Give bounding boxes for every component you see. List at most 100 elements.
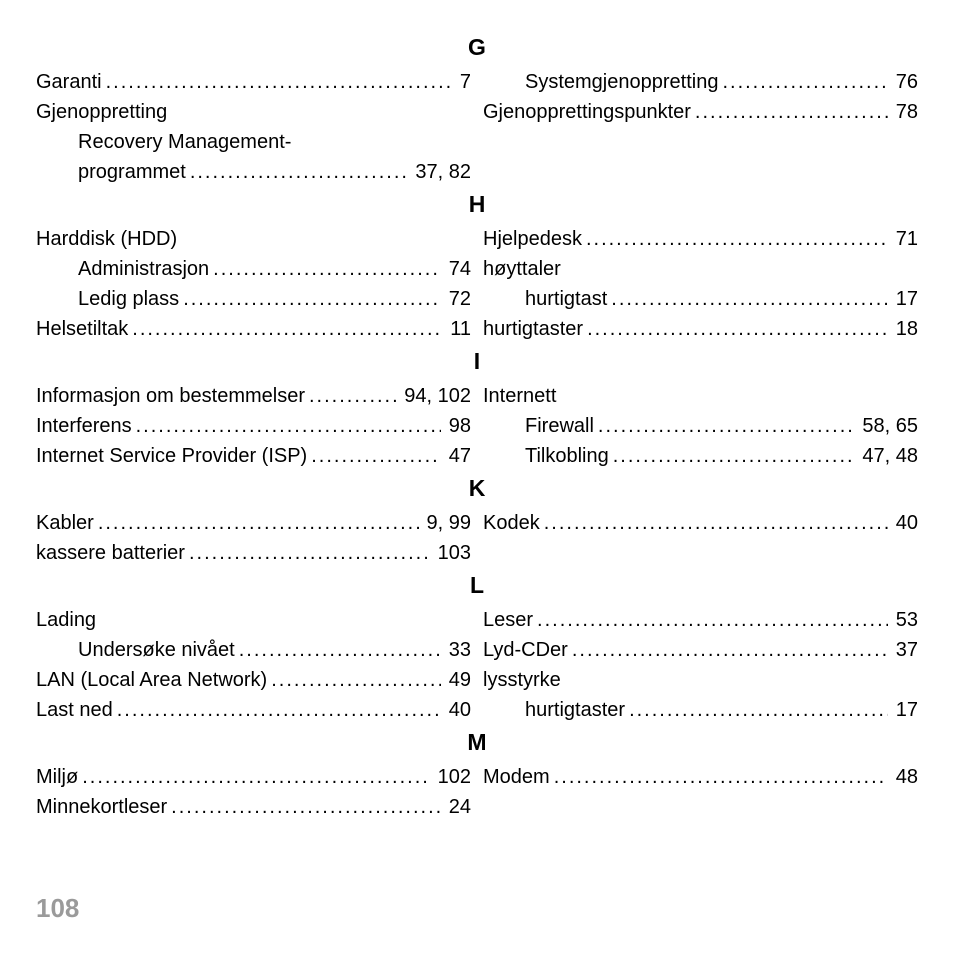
index-entry: Leser53 [483,605,918,635]
index-term: kassere batterier [36,538,185,568]
index-entry: Modem48 [483,762,918,792]
index-pages: 24 [445,792,471,822]
index-term: Administrasjon [78,254,209,284]
left-column: LadingUndersøke nivået33LAN (Local Area … [36,605,471,725]
index-entry: Firewall58, 65 [483,411,918,441]
index-term: høyttaler [483,254,561,284]
leader-dots [572,635,888,665]
leader-dots [213,254,441,284]
index-term: Hjelpedesk [483,224,582,254]
index-term: Tilkobling [525,441,609,471]
right-column: InternettFirewall58, 65Tilkobling47, 48 [483,381,918,471]
index-entry: Lading [36,605,471,635]
leader-dots [587,314,888,344]
index-pages: 11 [446,314,471,344]
index-term: Modem [483,762,550,792]
index-term: Leser [483,605,533,635]
index-entry: Harddisk (HDD) [36,224,471,254]
index-term: LAN (Local Area Network) [36,665,267,695]
leader-dots [722,67,887,97]
index-entry: kassere batterier 103 [36,538,471,568]
index-entry: Gjenopprettingspunkter78 [483,97,918,127]
index-entry: Internett [483,381,918,411]
leader-dots [611,284,887,314]
index-pages: 103 [434,538,471,568]
leader-dots [171,792,441,822]
section-columns: Miljø102Minnekortleser 24 Modem48 [36,762,918,822]
leader-dots [629,695,888,725]
section-columns: Harddisk (HDD)Administrasjon 74 Ledig plas… [36,224,918,344]
leader-dots [239,635,441,665]
leader-dots [598,411,854,441]
index-term: Ledig plass [78,284,179,314]
index-entry: programmet37, 82 [36,157,471,187]
page-number: 108 [36,893,79,924]
index-entry: høyttaler [483,254,918,284]
index-entry: Systemgjenoppretting76 [483,67,918,97]
right-column: Modem48 [483,762,918,822]
right-column: Leser53Lyd-CDer37lysstyrkehurtigtaster17 [483,605,918,725]
index-entry: Minnekortleser 24 [36,792,471,822]
index-entry: hurtigtast17 [483,284,918,314]
leader-dots [271,665,441,695]
leader-dots [695,97,888,127]
index-entry: Miljø102 [36,762,471,792]
index-pages: 7 [456,67,471,97]
leader-dots [544,508,888,538]
section-heading-i: I [36,348,918,375]
index-entry: Hjelpedesk 71 [483,224,918,254]
index-entry: Interferens98 [36,411,471,441]
leader-dots [136,411,441,441]
index-entry: lysstyrke [483,665,918,695]
index-entry: Administrasjon 74 [36,254,471,284]
index-term: programmet [78,157,186,187]
leader-dots [98,508,419,538]
index-page: GGaranti7GjenopprettingRecovery Manageme… [0,0,954,954]
index-pages: 71 [892,224,918,254]
index-pages: 17 [892,284,918,314]
left-column: Miljø102Minnekortleser 24 [36,762,471,822]
index-entry: hurtigtaster 18 [483,314,918,344]
index-term: Garanti [36,67,102,97]
index-term: Last ned [36,695,113,725]
left-column: Kabler 9, 99 kassere batterier 103 [36,508,471,568]
section-columns: Garanti 7GjenopprettingRecovery Managemen… [36,67,918,187]
leader-dots [613,441,855,471]
index-term: hurtigtaster [483,314,583,344]
index-pages: 72 [445,284,471,314]
index-entry: Internet Service Provider (ISP)47 [36,441,471,471]
index-content: GGaranti7GjenopprettingRecovery Manageme… [36,34,918,822]
left-column: Harddisk (HDD)Administrasjon 74 Ledig plas… [36,224,471,344]
index-pages: 18 [892,314,918,344]
section-heading-m: M [36,729,918,756]
leader-dots [309,381,396,411]
index-entry: Undersøke nivået33 [36,635,471,665]
section-heading-l: L [36,572,918,599]
index-term: Gjenopprettingspunkter [483,97,691,127]
index-entry: Tilkobling47, 48 [483,441,918,471]
index-entry: Last ned40 [36,695,471,725]
index-pages: 9, 99 [423,508,471,538]
index-pages: 74 [445,254,471,284]
index-pages: 47 [445,441,471,471]
index-pages: 33 [445,635,471,665]
index-term: Minnekortleser [36,792,167,822]
index-term: lysstyrke [483,665,561,695]
index-term: Kodek [483,508,540,538]
index-entry: hurtigtaster17 [483,695,918,725]
section-columns: LadingUndersøke nivået33LAN (Local Area … [36,605,918,725]
index-term: Lyd-CDer [483,635,568,665]
index-term: Recovery Management- [78,127,291,157]
leader-dots [117,695,441,725]
index-term: Kabler [36,508,94,538]
leader-dots [190,157,408,187]
index-entry: Gjenoppretting [36,97,471,127]
index-term: Informasjon om bestemmelser [36,381,305,411]
leader-dots [311,441,441,471]
index-entry: Helsetiltak11 [36,314,471,344]
leader-dots [189,538,430,568]
leader-dots [586,224,888,254]
index-entry: LAN (Local Area Network)49 [36,665,471,695]
section-columns: Kabler9, 99kassere batterier103Kodek40 [36,508,918,568]
left-column: Garanti 7GjenopprettingRecovery Managemen… [36,67,471,187]
